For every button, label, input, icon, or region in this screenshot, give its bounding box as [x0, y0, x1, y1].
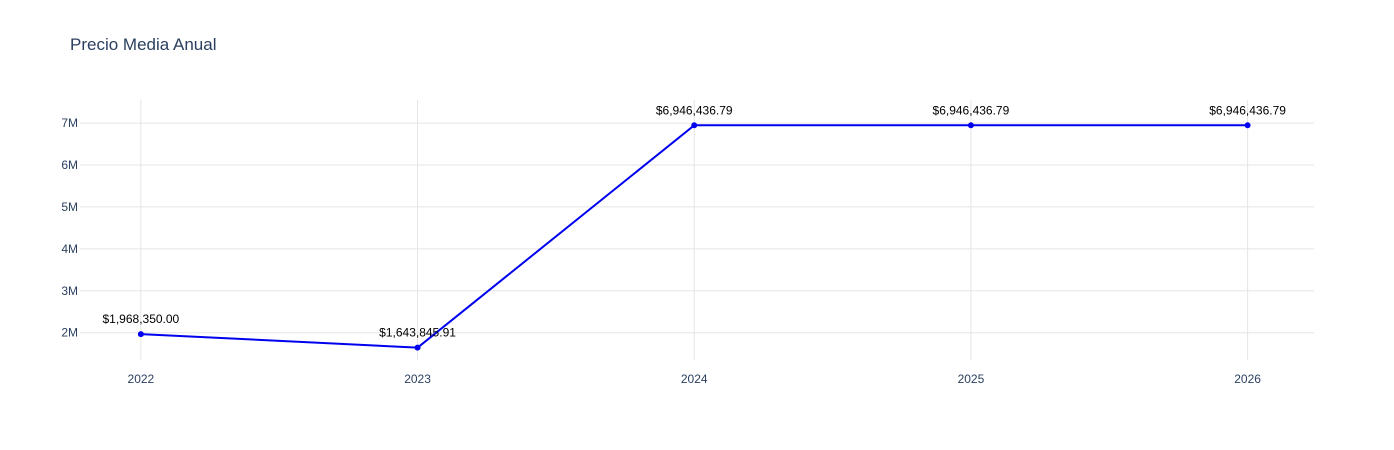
data-label: $1,643,845.91	[379, 326, 456, 340]
data-label: $6,946,436.79	[1209, 103, 1286, 117]
data-point[interactable]	[414, 344, 421, 351]
data-label-layer: $1,968,350.00 $1,643,845.91 $6,946,436.79 $…	[102, 103, 1286, 339]
x-tick-label: 2026	[1234, 372, 1261, 386]
x-tick-label: 2022	[128, 372, 155, 386]
grid-layer	[80, 100, 1314, 360]
x-tick-label: 2023	[404, 372, 431, 386]
data-point[interactable]	[1244, 122, 1251, 129]
y-tick-label: 3M	[61, 284, 78, 298]
data-label: $6,946,436.79	[656, 103, 733, 117]
data-point[interactable]	[137, 331, 144, 338]
y-tick-label: 6M	[61, 158, 78, 172]
data-label: $1,968,350.00	[102, 312, 179, 326]
data-point[interactable]	[691, 122, 698, 129]
y-tick-label: 2M	[61, 326, 78, 340]
y-tick-label: 4M	[61, 242, 78, 256]
axis-layer: 2M 3M 4M 5M 6M 7M 2022 2023 2024 2025 2026	[61, 116, 1261, 386]
series-layer	[137, 122, 1251, 351]
data-point[interactable]	[967, 122, 974, 129]
y-tick-label: 7M	[61, 116, 78, 130]
y-tick-label: 5M	[61, 200, 78, 214]
data-label: $6,946,436.79	[933, 103, 1010, 117]
x-tick-label: 2025	[958, 372, 985, 386]
chart-title: Precio Media Anual	[70, 35, 216, 54]
x-tick-label: 2024	[681, 372, 708, 386]
